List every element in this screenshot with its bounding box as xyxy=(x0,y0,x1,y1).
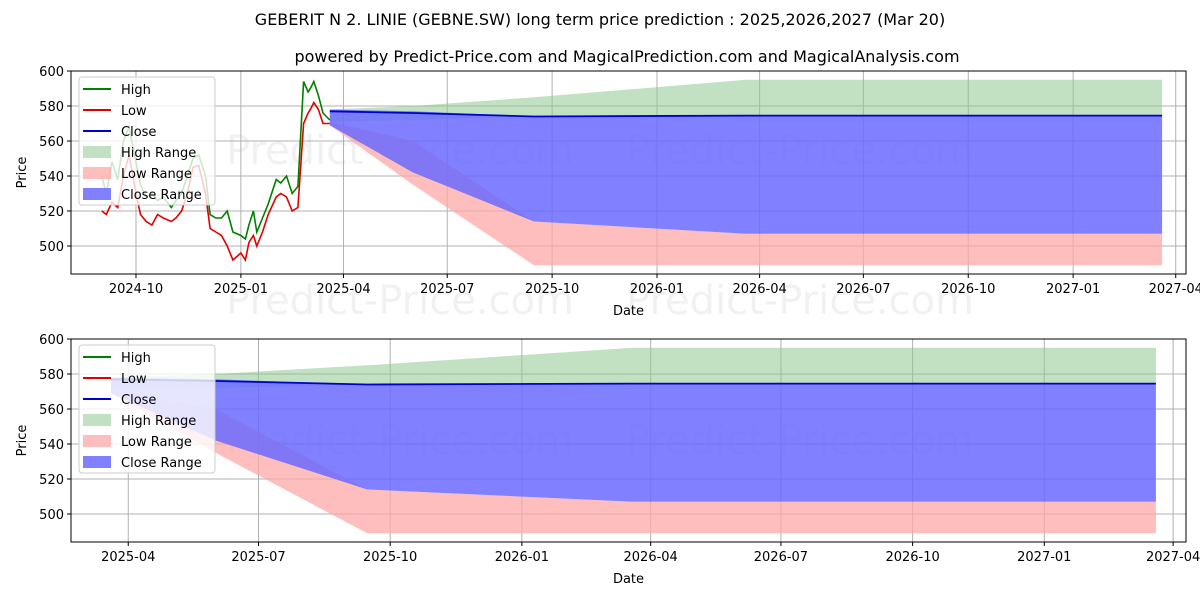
y-tick-label: 520 xyxy=(39,205,64,220)
panel-top: Predict-Price.comPredict-Price.comPredic… xyxy=(15,65,1200,324)
x-tick-label: 2027-04 xyxy=(1149,282,1200,297)
legend-swatch xyxy=(83,167,111,179)
y-axis-label: Price xyxy=(15,157,30,189)
legend-label: Close xyxy=(121,125,156,140)
legend-swatch xyxy=(83,146,111,158)
watermark-text: Predict-Price.com xyxy=(626,278,974,324)
y-tick-label: 600 xyxy=(39,65,64,80)
y-tick-label: 580 xyxy=(39,368,64,383)
x-tick-label: 2026-07 xyxy=(836,282,890,297)
x-tick-label: 2026-10 xyxy=(941,282,995,297)
x-tick-label: 2025-10 xyxy=(363,550,417,565)
y-tick-label: 540 xyxy=(39,438,64,453)
legend-label: Low xyxy=(121,104,147,119)
legend-swatch xyxy=(83,435,111,447)
high-range-band xyxy=(329,79,1163,122)
x-tick-label: 2025-04 xyxy=(101,550,155,565)
legend-label: Low xyxy=(121,372,147,387)
y-tick-label: 560 xyxy=(39,135,64,150)
legend-label: Close xyxy=(121,393,156,408)
panel-bottom: Predict-Price.comPredict-Price.com500520… xyxy=(15,333,1200,587)
y-tick-label: 500 xyxy=(39,240,64,255)
legend-label: High xyxy=(121,351,151,366)
x-tick-label: 2026-04 xyxy=(624,550,678,565)
x-tick-label: 2026-01 xyxy=(495,550,549,565)
y-tick-label: 520 xyxy=(39,473,64,488)
x-tick-label: 2027-01 xyxy=(1017,550,1071,565)
x-tick-label: 2026-01 xyxy=(630,282,684,297)
low-price-line xyxy=(101,100,330,263)
x-tick-label: 2025-04 xyxy=(316,282,370,297)
plot-frame xyxy=(70,70,1187,275)
low-range-band xyxy=(111,389,1156,534)
y-tick-label: 560 xyxy=(39,403,64,418)
y-tick-label: 500 xyxy=(39,508,64,523)
x-tick-label: 2025-01 xyxy=(214,282,268,297)
y-tick-label: 580 xyxy=(39,100,64,115)
legend-box xyxy=(78,344,216,474)
y-tick-label: 540 xyxy=(39,170,64,185)
legend-label: High xyxy=(121,83,151,98)
x-tick-label: 2027-01 xyxy=(1046,282,1100,297)
legend-label: Close Range xyxy=(121,188,202,203)
legend-label: Low Range xyxy=(121,167,192,182)
x-axis-label: Date xyxy=(613,304,644,319)
low-range-band xyxy=(329,121,1163,266)
legend-label: High Range xyxy=(121,414,196,429)
legend-box xyxy=(78,76,216,206)
high-range-band xyxy=(111,347,1156,390)
x-tick-label: 2025-10 xyxy=(525,282,579,297)
legend-swatch xyxy=(83,414,111,426)
y-tick-label: 600 xyxy=(39,333,64,348)
x-tick-label: 2024-10 xyxy=(109,282,163,297)
x-tick-label: 2025-07 xyxy=(231,550,285,565)
x-tick-label: 2025-07 xyxy=(420,282,474,297)
legend-swatch xyxy=(83,188,111,200)
legend-label: Close Range xyxy=(121,456,202,471)
x-tick-label: 2026-10 xyxy=(885,550,939,565)
x-tick-label: 2026-04 xyxy=(732,282,786,297)
close-range-band xyxy=(111,377,1156,502)
legend-label: Low Range xyxy=(121,435,192,450)
x-tick-label: 2026-07 xyxy=(754,550,808,565)
legend-label: High Range xyxy=(121,146,196,161)
chart-subtitle: powered by Predict-Price.com and Magical… xyxy=(294,47,959,66)
close-forecast-line xyxy=(329,110,1163,118)
x-axis-label: Date xyxy=(613,572,644,587)
legend-swatch xyxy=(83,456,111,468)
y-axis-label: Price xyxy=(15,425,30,457)
watermark-text: Predict-Price.com xyxy=(226,278,574,324)
x-tick-label: 2027-04 xyxy=(1146,550,1200,565)
close-range-band xyxy=(329,109,1163,234)
plot-frame xyxy=(70,338,1187,543)
chart-title: GEBERIT N 2. LINIE (GEBNE.SW) long term … xyxy=(255,10,945,29)
